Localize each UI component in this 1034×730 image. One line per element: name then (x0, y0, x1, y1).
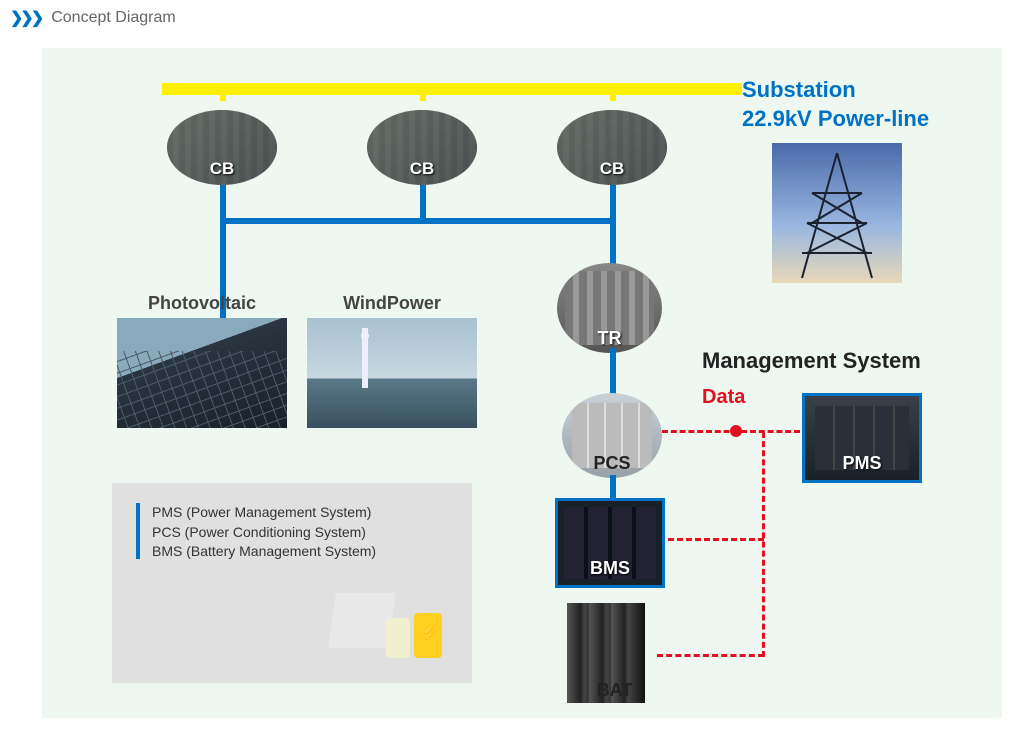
cb-node: CB (557, 110, 667, 185)
legend-line: BMS (Battery Management System) (136, 542, 448, 562)
cb-label: CB (167, 159, 277, 179)
busbar-tick (420, 83, 426, 101)
source-photovoltaic: Photovoltaic (117, 293, 287, 428)
bat-label: BAT (567, 680, 662, 701)
busbar (162, 83, 742, 95)
pms-node: PMS (802, 393, 922, 483)
management-title: Management System (702, 348, 921, 374)
legend-text: PMS (Power Management System) PCS (Power… (136, 503, 448, 562)
data-label: Data (702, 386, 745, 409)
busbar-tick (220, 83, 226, 101)
busbar-tick (610, 83, 616, 101)
data-line (657, 654, 764, 657)
legend-illustration (332, 593, 452, 673)
data-dot-icon (730, 425, 742, 437)
power-line (420, 185, 426, 221)
pv-image (117, 318, 287, 428)
pms-label: PMS (805, 453, 919, 474)
legend-box: PMS (Power Management System) PCS (Power… (112, 483, 472, 683)
power-line (610, 475, 616, 499)
power-line (610, 348, 616, 398)
source-label: Photovoltaic (117, 293, 287, 314)
data-line (762, 432, 765, 657)
data-line (668, 538, 764, 541)
tr-node: TR (557, 263, 662, 353)
legend-line: PMS (Power Management System) (136, 503, 448, 523)
tower-image (772, 143, 902, 283)
cb-node: CB (167, 110, 277, 185)
legend-line: PCS (Power Conditioning System) (136, 523, 448, 543)
power-line (220, 218, 616, 224)
page-header: ❯❯❯ Concept Diagram (0, 0, 1034, 36)
wind-image (307, 318, 477, 428)
diagram-canvas: Substation 22.9kV Power-line CB CB CB Ph… (42, 48, 1002, 718)
substation-line1: Substation (742, 76, 929, 105)
cb-label: CB (557, 159, 667, 179)
cb-label: CB (367, 159, 477, 179)
cb-node: CB (367, 110, 477, 185)
source-label: WindPower (307, 293, 477, 314)
substation-label: Substation 22.9kV Power-line (742, 76, 929, 133)
legend-accent-bar (136, 503, 140, 559)
bms-node: BMS (555, 498, 665, 588)
pcs-label: PCS (562, 453, 662, 474)
bms-label: BMS (558, 558, 662, 579)
pcs-node: PCS (562, 393, 662, 478)
page-title: Concept Diagram (51, 9, 176, 27)
power-line (610, 185, 616, 271)
tr-label: TR (557, 328, 662, 349)
chevron-icon: ❯❯❯ (10, 8, 41, 28)
bat-node: BAT (567, 603, 662, 703)
source-windpower: WindPower (307, 293, 477, 428)
substation-line2: 22.9kV Power-line (742, 105, 929, 134)
